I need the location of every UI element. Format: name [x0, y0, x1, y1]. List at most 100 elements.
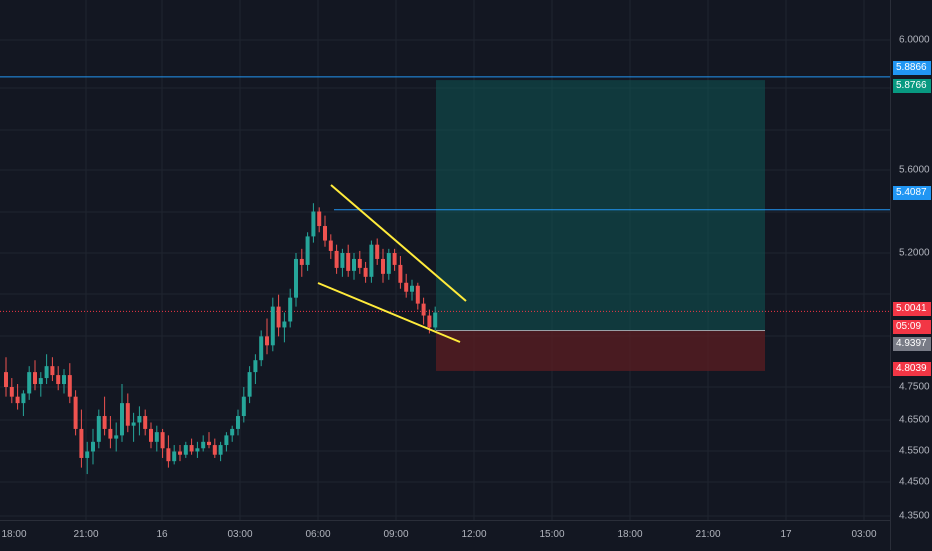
candle-body — [160, 432, 165, 449]
candle-body — [276, 306, 281, 328]
price-tick-label: 4.4500 — [899, 476, 930, 488]
profit-zone — [436, 80, 765, 331]
candle-body — [195, 448, 200, 452]
candle-body — [386, 253, 391, 274]
candle-body — [212, 445, 217, 455]
time-tick-label: 06:00 — [305, 529, 331, 540]
price-axis-badge: 5.0041 — [893, 302, 931, 316]
candle-body — [50, 366, 55, 376]
candle-body — [288, 297, 293, 322]
candle-body — [4, 372, 8, 387]
time-axis[interactable]: 18:00 21:00 16 03:00 06:00 09:00 12:00 15:00 18:… — [0, 520, 890, 551]
candle-body — [253, 360, 258, 373]
loss-zone — [436, 330, 765, 371]
candle-body — [236, 416, 240, 429]
time-tick-label: 03:00 — [851, 529, 877, 540]
candle-body — [282, 321, 287, 328]
time-tick-label: 03:00 — [227, 529, 253, 540]
price-tick-label: 5.2000 — [899, 247, 930, 259]
candle-body — [189, 445, 194, 452]
price-tick-label: 4.7500 — [899, 381, 930, 393]
candle-body — [44, 366, 49, 379]
candle-body — [357, 258, 362, 268]
price-tick-label: 4.6500 — [899, 414, 930, 426]
candle-body — [415, 285, 420, 304]
candle-body — [91, 441, 95, 452]
candle-body — [410, 285, 414, 292]
price-axis-badge: 5.4087 — [893, 186, 931, 200]
time-tick-label: 21:00 — [695, 529, 721, 540]
candle-body — [149, 428, 153, 442]
candle-body — [73, 396, 78, 429]
price-axis-badge: 5.8766 — [893, 79, 931, 93]
time-tick-label: 18:00 — [617, 529, 643, 540]
price-tick-label: 6.0000 — [899, 34, 930, 46]
candle-body — [183, 445, 188, 455]
time-tick-label: 12:00 — [461, 529, 487, 540]
candle-body — [375, 244, 380, 259]
candle-body — [15, 396, 20, 404]
candle-body — [241, 396, 246, 417]
candle-body — [137, 416, 142, 423]
candle-body — [392, 253, 397, 265]
price-axis-badge: 05:09 — [893, 320, 931, 334]
candle-body — [224, 435, 229, 446]
time-tick-label: 09:00 — [383, 529, 409, 540]
candle-body — [85, 451, 90, 458]
candle-body — [67, 375, 72, 397]
candle-body — [108, 428, 113, 439]
candle-body — [421, 303, 426, 316]
candle-body — [120, 403, 124, 436]
price-axis-badge: 5.8866 — [893, 61, 931, 75]
candle-body — [218, 445, 223, 455]
candle-body — [334, 250, 339, 268]
price-axis-badge: 4.8039 — [893, 362, 931, 376]
candle-body — [172, 451, 177, 462]
time-tick-label: 18:00 — [1, 529, 27, 540]
candle-body — [363, 267, 368, 277]
candle-body — [114, 435, 119, 439]
wedge-upper-line — [330, 184, 467, 302]
wedge-lower-line — [317, 282, 461, 343]
candle-body — [131, 422, 136, 426]
time-tick-label: 17 — [780, 529, 792, 540]
candle-body — [328, 240, 333, 251]
candle-body — [201, 441, 206, 449]
time-tick-label: 21:00 — [73, 529, 99, 540]
candle-body — [96, 416, 101, 442]
candle-body — [21, 393, 26, 404]
candle-body — [154, 432, 159, 442]
time-tick-label: 15:00 — [539, 529, 565, 540]
falling-wedge-pattern[interactable] — [317, 184, 467, 343]
candle-body — [166, 448, 171, 462]
candle-body — [38, 378, 43, 385]
candle-body — [56, 375, 61, 385]
candle-body — [427, 315, 432, 328]
candlestick-chart[interactable] — [0, 0, 890, 520]
candle-body — [433, 312, 438, 328]
candle-body — [9, 387, 14, 397]
candle-body — [178, 451, 182, 455]
price-axis-badge: 4.9397 — [893, 337, 931, 351]
candle-body — [323, 226, 327, 241]
price-tick-label: 4.5500 — [899, 445, 930, 457]
candle-body — [340, 253, 345, 268]
candle-body — [299, 258, 304, 265]
candle-body — [265, 336, 269, 346]
candle-body — [79, 428, 84, 458]
candle-body — [346, 253, 351, 271]
position-zones — [436, 80, 765, 371]
candle-body — [369, 244, 374, 277]
price-axis[interactable]: 6.0000 5.6000 5.2000 4.7500 4.6500 4.5500 4.45… — [890, 0, 932, 550]
price-tick-label: 4.3500 — [899, 510, 930, 522]
candles — [4, 203, 438, 475]
chart-area[interactable] — [0, 0, 890, 520]
candle-body — [33, 372, 37, 385]
candle-body — [381, 258, 385, 274]
candle-body — [247, 372, 252, 397]
candle-body — [294, 258, 298, 298]
candle-body — [270, 306, 275, 346]
candle-body — [311, 211, 316, 237]
candle-body — [398, 264, 403, 283]
candle-body — [207, 441, 211, 446]
